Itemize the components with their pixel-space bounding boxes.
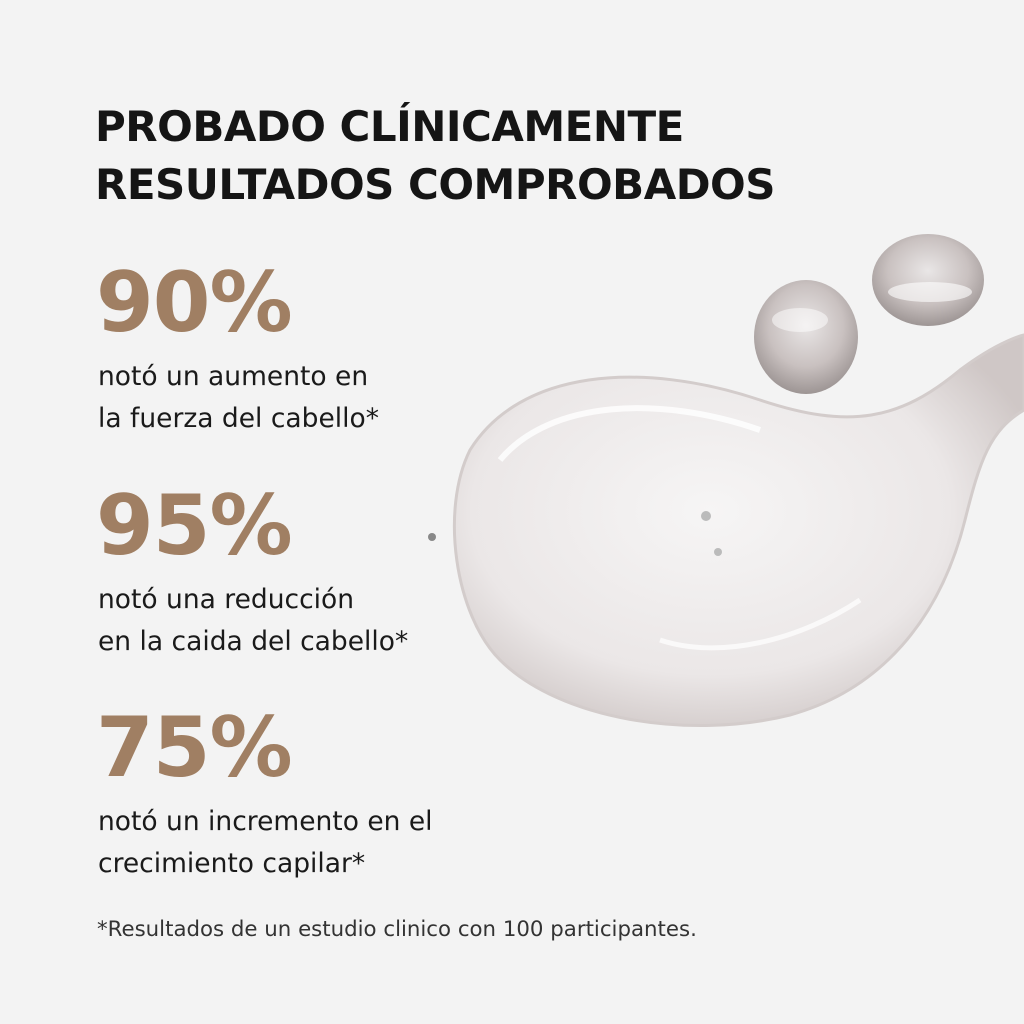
- stat-description-line: notó un aumento en: [98, 361, 369, 392]
- stat-description-line: notó un incremento en el: [98, 806, 433, 837]
- serum-droplet-small: [754, 280, 858, 394]
- stat-description: notó un aumento en la fuerza del cabello…: [98, 356, 379, 440]
- footnote: *Resultados de un estudio clinico con 10…: [97, 917, 697, 942]
- stat-percentage: 95%: [96, 477, 293, 574]
- serum-pool: [452, 333, 1024, 728]
- serum-droplet-large: [872, 234, 984, 326]
- stat-description: notó una reducción en la caida del cabel…: [98, 579, 408, 663]
- stat-percentage: 90%: [96, 254, 293, 351]
- stat-percentage: 75%: [96, 699, 293, 796]
- stat-description-line: crecimiento capilar*: [98, 848, 366, 879]
- stat-description-line: la fuerza del cabello*: [98, 403, 379, 434]
- stat-description: notó un incremento en el crecimiento cap…: [98, 801, 433, 885]
- title-line-1: PROBADO CLÍNICAMENTE: [95, 102, 684, 151]
- stat-description-line: notó una reducción: [98, 584, 355, 615]
- stat-description-line: en la caida del cabello*: [98, 626, 409, 657]
- stat-block-hair-loss: 95% notó una reducción en la caida del c…: [96, 481, 408, 663]
- stat-block-growth: 75% notó un incremento en el crecimiento…: [96, 703, 433, 885]
- stat-block-strength: 90% notó un aumento en la fuerza del cab…: [96, 258, 379, 440]
- page-title: PROBADO CLÍNICAMENTE RESULTADOS COMPROBA…: [95, 98, 776, 214]
- title-line-2: RESULTADOS COMPROBADOS: [95, 160, 776, 209]
